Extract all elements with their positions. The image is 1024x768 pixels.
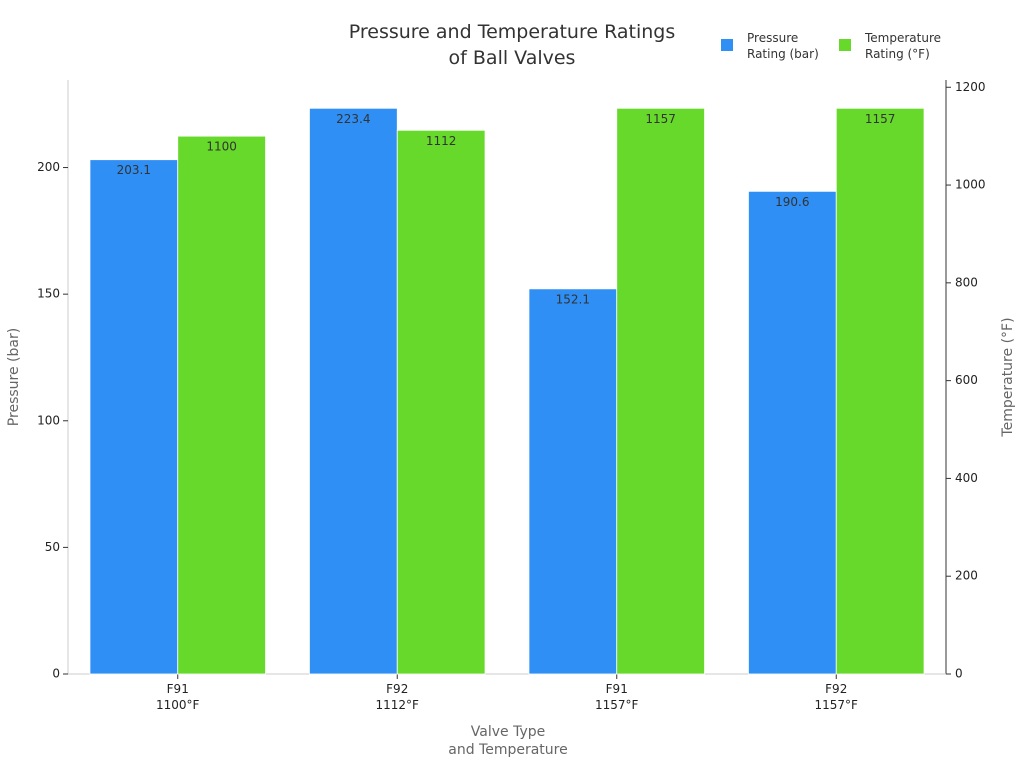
- y2-tick-label: 200: [955, 569, 978, 583]
- bar: [309, 107, 398, 675]
- value-label: 1100: [206, 140, 237, 154]
- y2-tick-label: 1200: [955, 80, 986, 94]
- y-tick-label: 150: [37, 287, 60, 301]
- bar: [177, 135, 266, 675]
- legend-label: Temperature Rating (°F): [865, 31, 942, 62]
- bar: [89, 159, 179, 675]
- y2-tick-label: 400: [955, 471, 978, 485]
- value-label: 152.1: [556, 292, 590, 306]
- y2-tick-label: 0: [955, 667, 963, 681]
- y-tick-label: 0: [52, 667, 60, 681]
- value-label: 1157: [865, 112, 896, 126]
- legend-swatch: [839, 39, 851, 51]
- x-tick-label: F91 1100°F: [156, 682, 200, 712]
- bar: [835, 107, 925, 675]
- y2-tick-label: 1000: [955, 178, 986, 192]
- x-axis-label: Valve Type and Temperature: [448, 724, 568, 759]
- bar: [748, 190, 837, 675]
- y-tick-label: 100: [37, 413, 60, 427]
- legend-swatch: [721, 39, 733, 51]
- y2-tick-label: 800: [955, 275, 978, 289]
- y-tick-label: 50: [45, 540, 60, 554]
- bar: [396, 129, 486, 675]
- bar: [528, 288, 618, 675]
- value-label: 1112: [426, 134, 457, 148]
- y-tick-label: 200: [37, 160, 60, 174]
- chart-title: Pressure and Temperature Ratings of Ball…: [348, 21, 676, 69]
- x-tick-label: F92 1112°F: [375, 682, 419, 712]
- x-tick-label: F92 1157°F: [814, 682, 858, 712]
- value-label: 190.6: [775, 195, 809, 209]
- bar: [616, 107, 705, 675]
- y-axis-label: Pressure (bar): [6, 328, 22, 426]
- value-label: 1157: [645, 112, 676, 126]
- y2-axis-label: Temperature (°F): [1000, 317, 1016, 437]
- value-label: 203.1: [117, 163, 151, 177]
- value-label: 223.4: [336, 112, 370, 126]
- legend-label: Pressure Rating (bar): [747, 31, 819, 62]
- y2-tick-label: 600: [955, 373, 978, 387]
- x-tick-label: F91 1157°F: [595, 682, 639, 712]
